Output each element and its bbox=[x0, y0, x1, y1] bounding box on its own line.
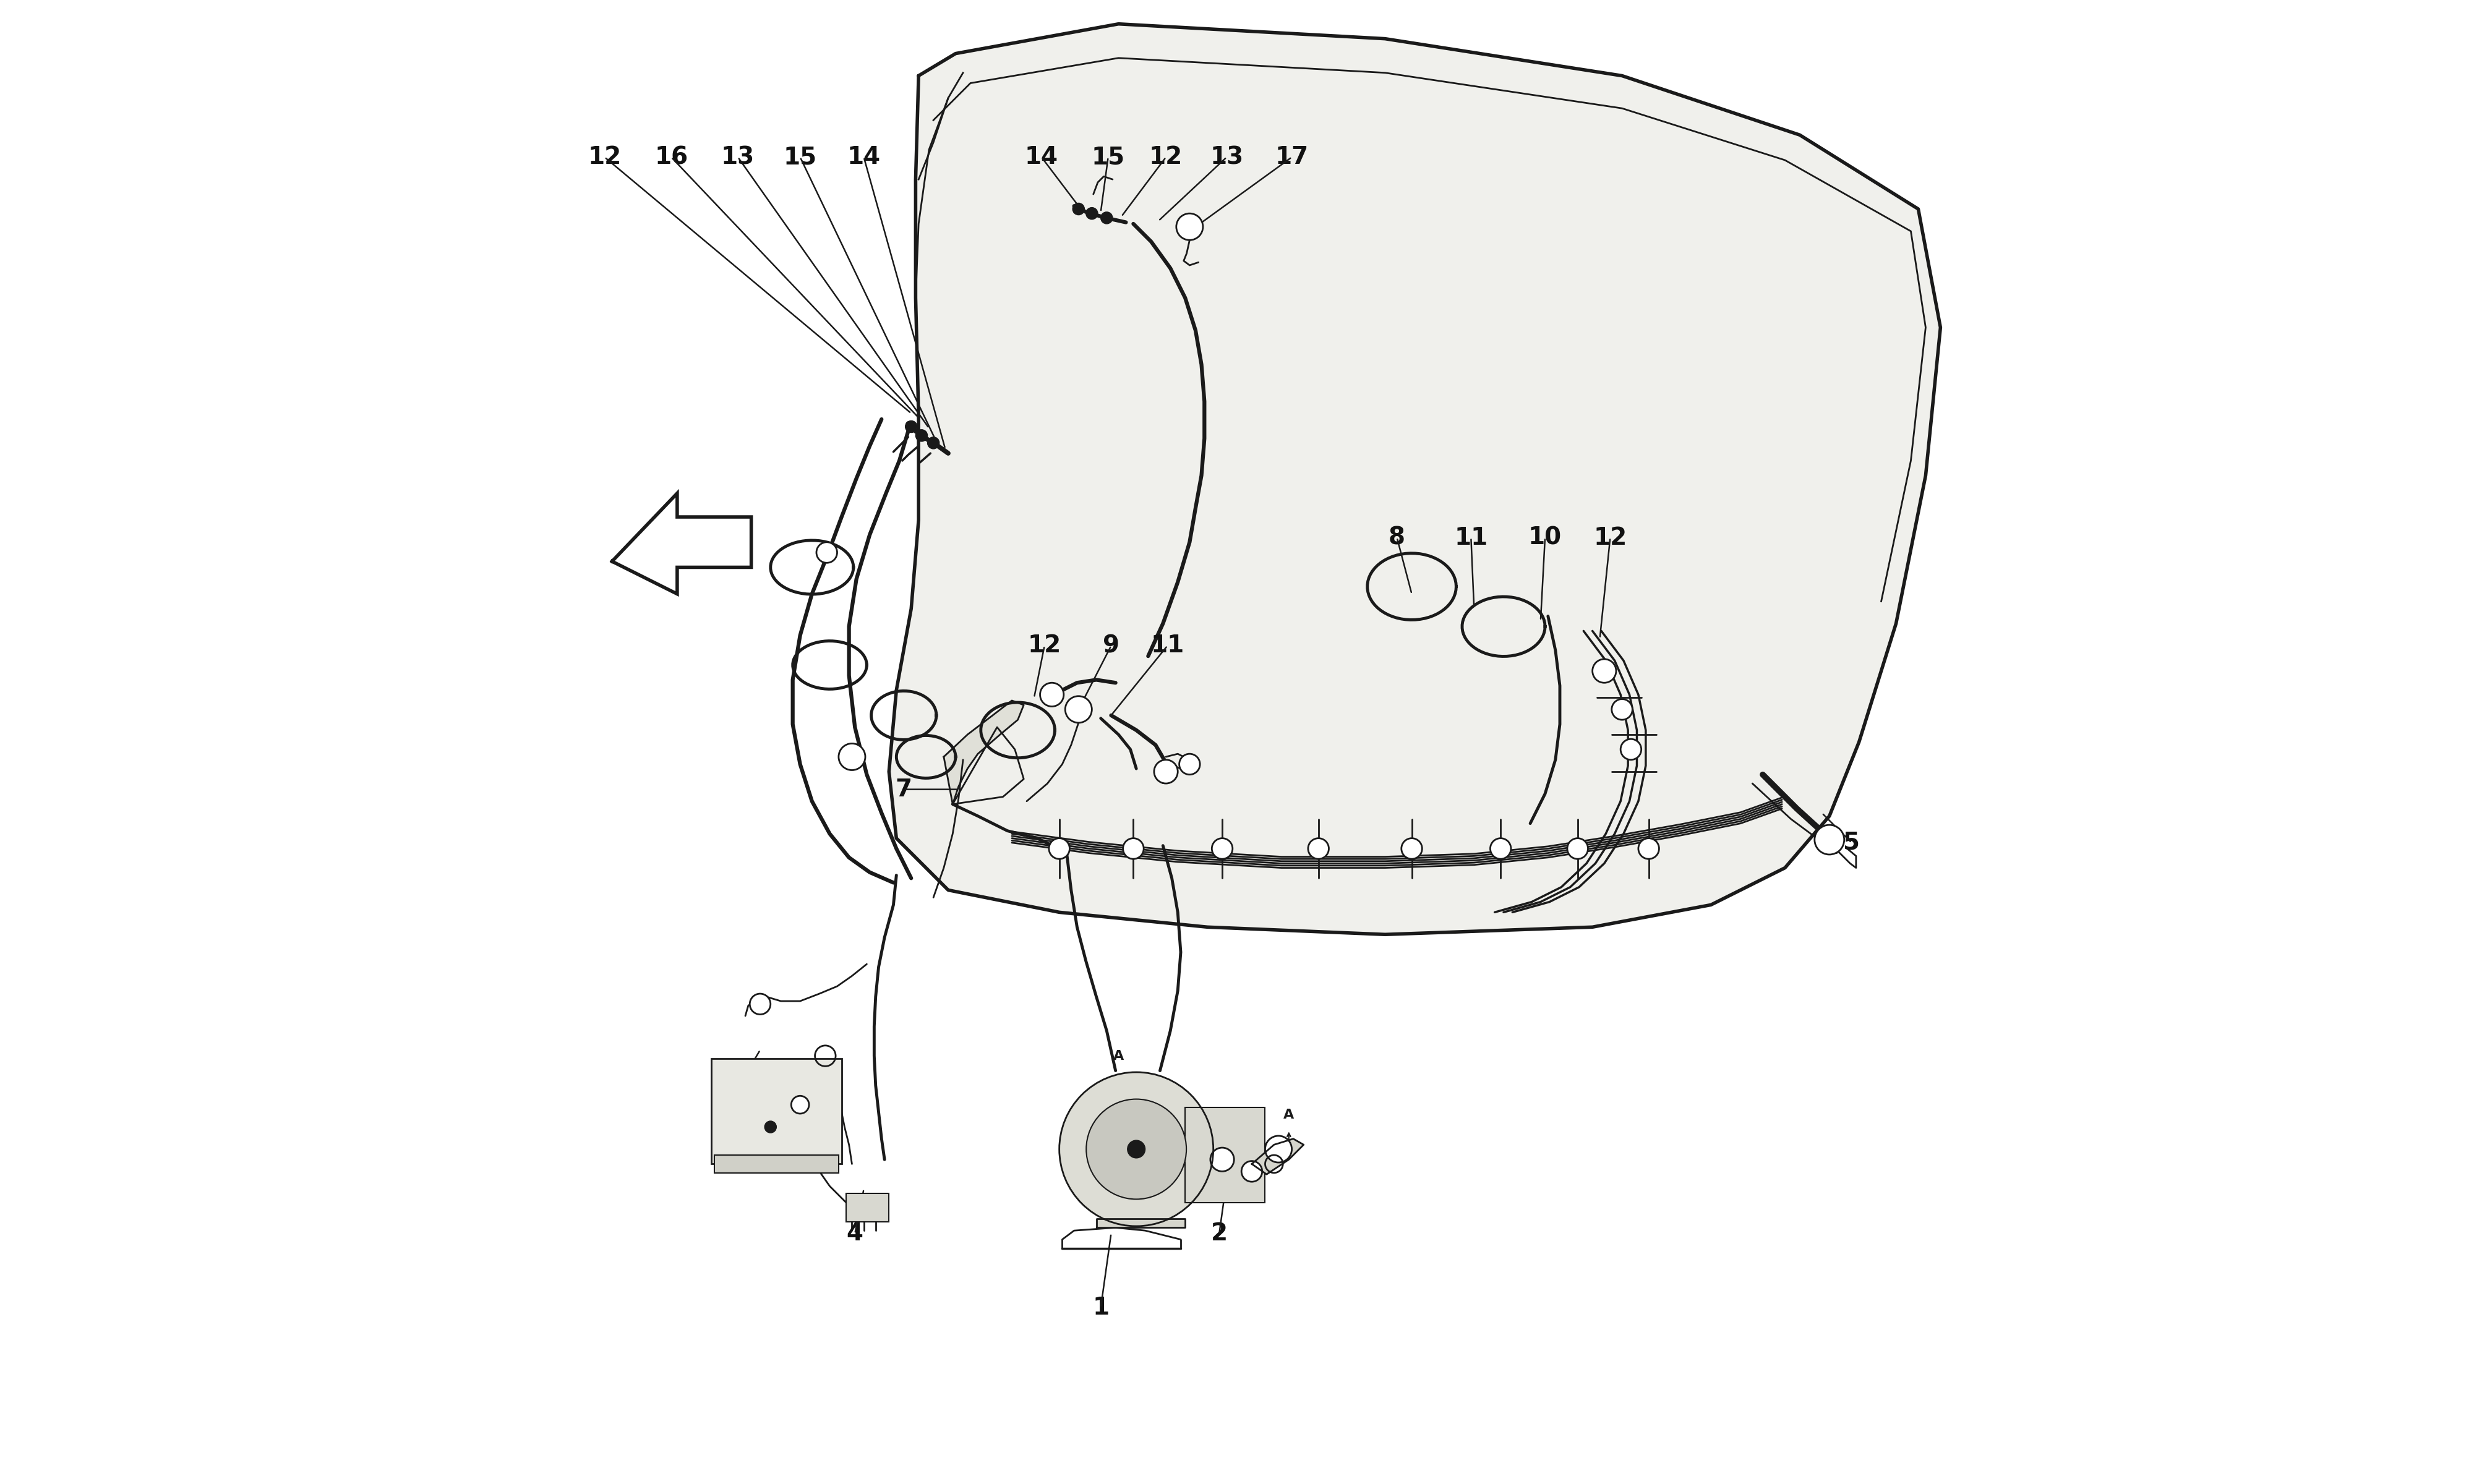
Circle shape bbox=[816, 542, 836, 562]
Text: 12: 12 bbox=[1027, 634, 1061, 657]
Text: 3: 3 bbox=[722, 1089, 740, 1112]
Circle shape bbox=[1086, 1100, 1188, 1199]
Polygon shape bbox=[611, 493, 752, 594]
Circle shape bbox=[750, 994, 769, 1015]
Circle shape bbox=[1066, 696, 1091, 723]
Circle shape bbox=[1638, 838, 1660, 859]
Circle shape bbox=[1175, 214, 1202, 240]
Text: A: A bbox=[1113, 1049, 1123, 1063]
Circle shape bbox=[905, 421, 918, 432]
Text: 11: 11 bbox=[1455, 525, 1487, 549]
Circle shape bbox=[1074, 203, 1084, 215]
Circle shape bbox=[1059, 1071, 1212, 1226]
Text: 11: 11 bbox=[1150, 634, 1185, 657]
Circle shape bbox=[1593, 659, 1616, 683]
Circle shape bbox=[1123, 838, 1143, 859]
Text: 2: 2 bbox=[1210, 1221, 1227, 1245]
Text: 12: 12 bbox=[1148, 145, 1183, 169]
Circle shape bbox=[1400, 838, 1423, 859]
Circle shape bbox=[1153, 760, 1178, 784]
Circle shape bbox=[928, 436, 940, 448]
Polygon shape bbox=[943, 700, 1024, 804]
Circle shape bbox=[839, 743, 866, 770]
FancyBboxPatch shape bbox=[846, 1193, 888, 1221]
Text: 15: 15 bbox=[784, 145, 816, 169]
Text: 10: 10 bbox=[1529, 525, 1561, 549]
Circle shape bbox=[1212, 838, 1232, 859]
Text: 14: 14 bbox=[846, 145, 881, 169]
Text: 14: 14 bbox=[1024, 145, 1059, 169]
Text: 4: 4 bbox=[846, 1221, 863, 1245]
Text: A: A bbox=[1284, 1109, 1294, 1122]
Circle shape bbox=[1086, 208, 1098, 220]
Circle shape bbox=[1566, 838, 1588, 859]
Circle shape bbox=[1489, 838, 1512, 859]
Text: 6: 6 bbox=[802, 1089, 819, 1112]
Text: 12: 12 bbox=[589, 145, 621, 169]
Text: 9: 9 bbox=[1103, 634, 1118, 657]
Circle shape bbox=[814, 1046, 836, 1066]
Text: 17: 17 bbox=[1274, 145, 1309, 169]
Polygon shape bbox=[1252, 1138, 1304, 1174]
Circle shape bbox=[792, 1095, 809, 1113]
Text: 12: 12 bbox=[1593, 525, 1628, 549]
Circle shape bbox=[1242, 1160, 1262, 1181]
Text: 8: 8 bbox=[1388, 525, 1405, 549]
FancyBboxPatch shape bbox=[715, 1155, 839, 1172]
Text: 13: 13 bbox=[1210, 145, 1244, 169]
Circle shape bbox=[1210, 1147, 1235, 1171]
Circle shape bbox=[915, 429, 928, 441]
Circle shape bbox=[1180, 754, 1200, 775]
Circle shape bbox=[1049, 838, 1069, 859]
Text: 7: 7 bbox=[896, 778, 913, 801]
Circle shape bbox=[1101, 212, 1113, 224]
Text: 15: 15 bbox=[1091, 145, 1126, 169]
Circle shape bbox=[1039, 683, 1064, 706]
Text: 1: 1 bbox=[1094, 1296, 1108, 1319]
Circle shape bbox=[1611, 699, 1633, 720]
Circle shape bbox=[1309, 838, 1329, 859]
Text: 5: 5 bbox=[1843, 831, 1860, 855]
Text: 16: 16 bbox=[656, 145, 688, 169]
Circle shape bbox=[1128, 1140, 1145, 1158]
Circle shape bbox=[1813, 825, 1843, 855]
Circle shape bbox=[1264, 1155, 1284, 1172]
FancyBboxPatch shape bbox=[710, 1060, 841, 1163]
Circle shape bbox=[1264, 1135, 1291, 1162]
Circle shape bbox=[1620, 739, 1640, 760]
Polygon shape bbox=[888, 24, 1940, 935]
Polygon shape bbox=[1096, 1218, 1185, 1227]
FancyBboxPatch shape bbox=[1185, 1107, 1264, 1202]
Circle shape bbox=[764, 1120, 777, 1132]
Text: 13: 13 bbox=[720, 145, 755, 169]
